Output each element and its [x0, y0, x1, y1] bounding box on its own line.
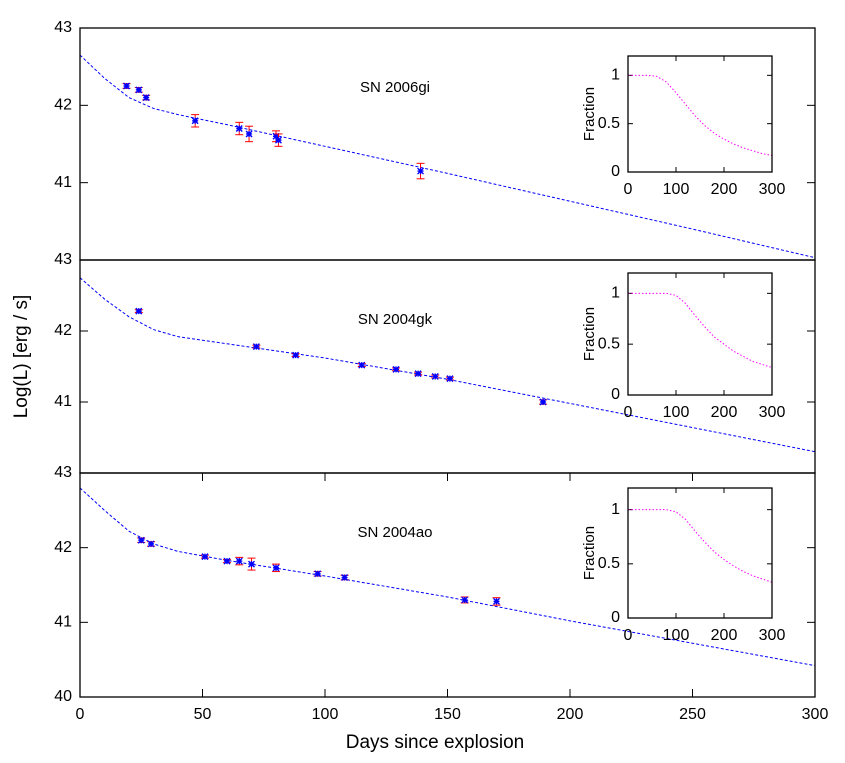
y-tick-label: 41 — [54, 614, 72, 631]
inset-y-label: Fraction — [581, 307, 598, 361]
y-tick-label: 43 — [54, 19, 72, 36]
annotation: SN 2004gk — [358, 311, 433, 328]
data-point — [417, 167, 425, 175]
data-point — [245, 130, 253, 138]
y-tick-label: 1 — [611, 501, 620, 518]
x-tick-label: 100 — [312, 706, 339, 723]
data-point — [235, 125, 243, 133]
data-point — [392, 365, 400, 373]
y-tick-label: 0 — [611, 386, 620, 403]
y-tick-label: 1 — [611, 67, 620, 84]
model-curve — [79, 277, 816, 453]
y-tick-label: 43 — [54, 251, 72, 268]
data-point — [123, 82, 131, 90]
y-tick-label: 43 — [54, 464, 72, 481]
x-tick-label: 250 — [679, 706, 706, 723]
inset-background — [628, 488, 772, 618]
annotation: SN 2006gi — [360, 79, 430, 96]
y-axis-label: Log(L) [erg / s] — [11, 295, 32, 419]
y-tick-label: 0.5 — [598, 335, 620, 352]
inset-background — [628, 273, 772, 395]
data-point — [292, 351, 300, 359]
inset-frame — [627, 272, 773, 396]
data-point — [248, 560, 255, 568]
inset-background — [628, 56, 772, 172]
y-tick-label: 42 — [54, 322, 72, 339]
x-tick-label: 0 — [624, 627, 633, 644]
data-point — [493, 597, 500, 605]
x-tick-label: 200 — [711, 181, 738, 198]
x-tick-label: 300 — [759, 404, 786, 421]
y-tick-label: 40 — [54, 688, 72, 705]
x-tick-label: 200 — [557, 706, 584, 723]
x-tick-label: 0 — [76, 706, 85, 723]
data-point — [137, 536, 145, 544]
data-point — [461, 596, 469, 604]
x-tick-label: 150 — [434, 706, 461, 723]
y-tick-label: 0 — [611, 609, 620, 626]
data-point — [431, 372, 439, 380]
data-point — [142, 94, 150, 102]
x-tick-label: 100 — [663, 627, 690, 644]
x-tick-label: 100 — [663, 404, 690, 421]
data-point — [446, 375, 454, 383]
y-tick-label: 41 — [54, 393, 72, 410]
data-point — [252, 343, 260, 351]
data-point — [358, 361, 366, 369]
y-tick-label: 0.5 — [598, 115, 620, 132]
data-point — [191, 117, 199, 125]
fraction-curve — [628, 74, 773, 157]
y-tick-label: 42 — [54, 97, 72, 114]
x-axis-label: Days since explosion — [346, 732, 524, 753]
x-tick-label: 100 — [663, 181, 690, 198]
x-tick-label: 300 — [759, 627, 786, 644]
data-point — [274, 136, 282, 144]
x-tick-label: 50 — [194, 706, 212, 723]
data-point — [272, 564, 280, 572]
y-tick-label: 41 — [54, 174, 72, 191]
data-point — [135, 307, 143, 315]
y-tick-label: 1 — [611, 285, 620, 302]
x-tick-label: 200 — [711, 404, 738, 421]
x-tick-label: 300 — [802, 706, 829, 723]
y-tick-label: 0 — [611, 163, 620, 180]
data-point — [314, 570, 322, 578]
x-tick-label: 0 — [624, 181, 633, 198]
data-point — [539, 398, 547, 406]
inset-frame — [627, 55, 773, 173]
inset-y-label: Fraction — [581, 87, 598, 141]
inset-frame — [627, 487, 773, 619]
annotation: SN 2004ao — [357, 524, 432, 541]
data-point — [414, 370, 422, 378]
data-point — [341, 574, 349, 582]
data-point — [223, 557, 231, 565]
inset-y-label: Fraction — [581, 526, 598, 580]
data-point — [147, 540, 155, 548]
fraction-curve — [628, 509, 773, 583]
y-tick-label: 42 — [54, 539, 72, 556]
x-tick-label: 0 — [624, 404, 633, 421]
data-point — [272, 132, 280, 140]
x-tick-label: 300 — [759, 181, 786, 198]
y-tick-label: 0.5 — [598, 555, 620, 572]
x-tick-label: 200 — [711, 627, 738, 644]
data-point — [135, 86, 143, 94]
panel-frame — [79, 472, 816, 698]
data-point — [235, 557, 243, 565]
data-point — [201, 553, 209, 561]
model-curve — [79, 54, 816, 259]
